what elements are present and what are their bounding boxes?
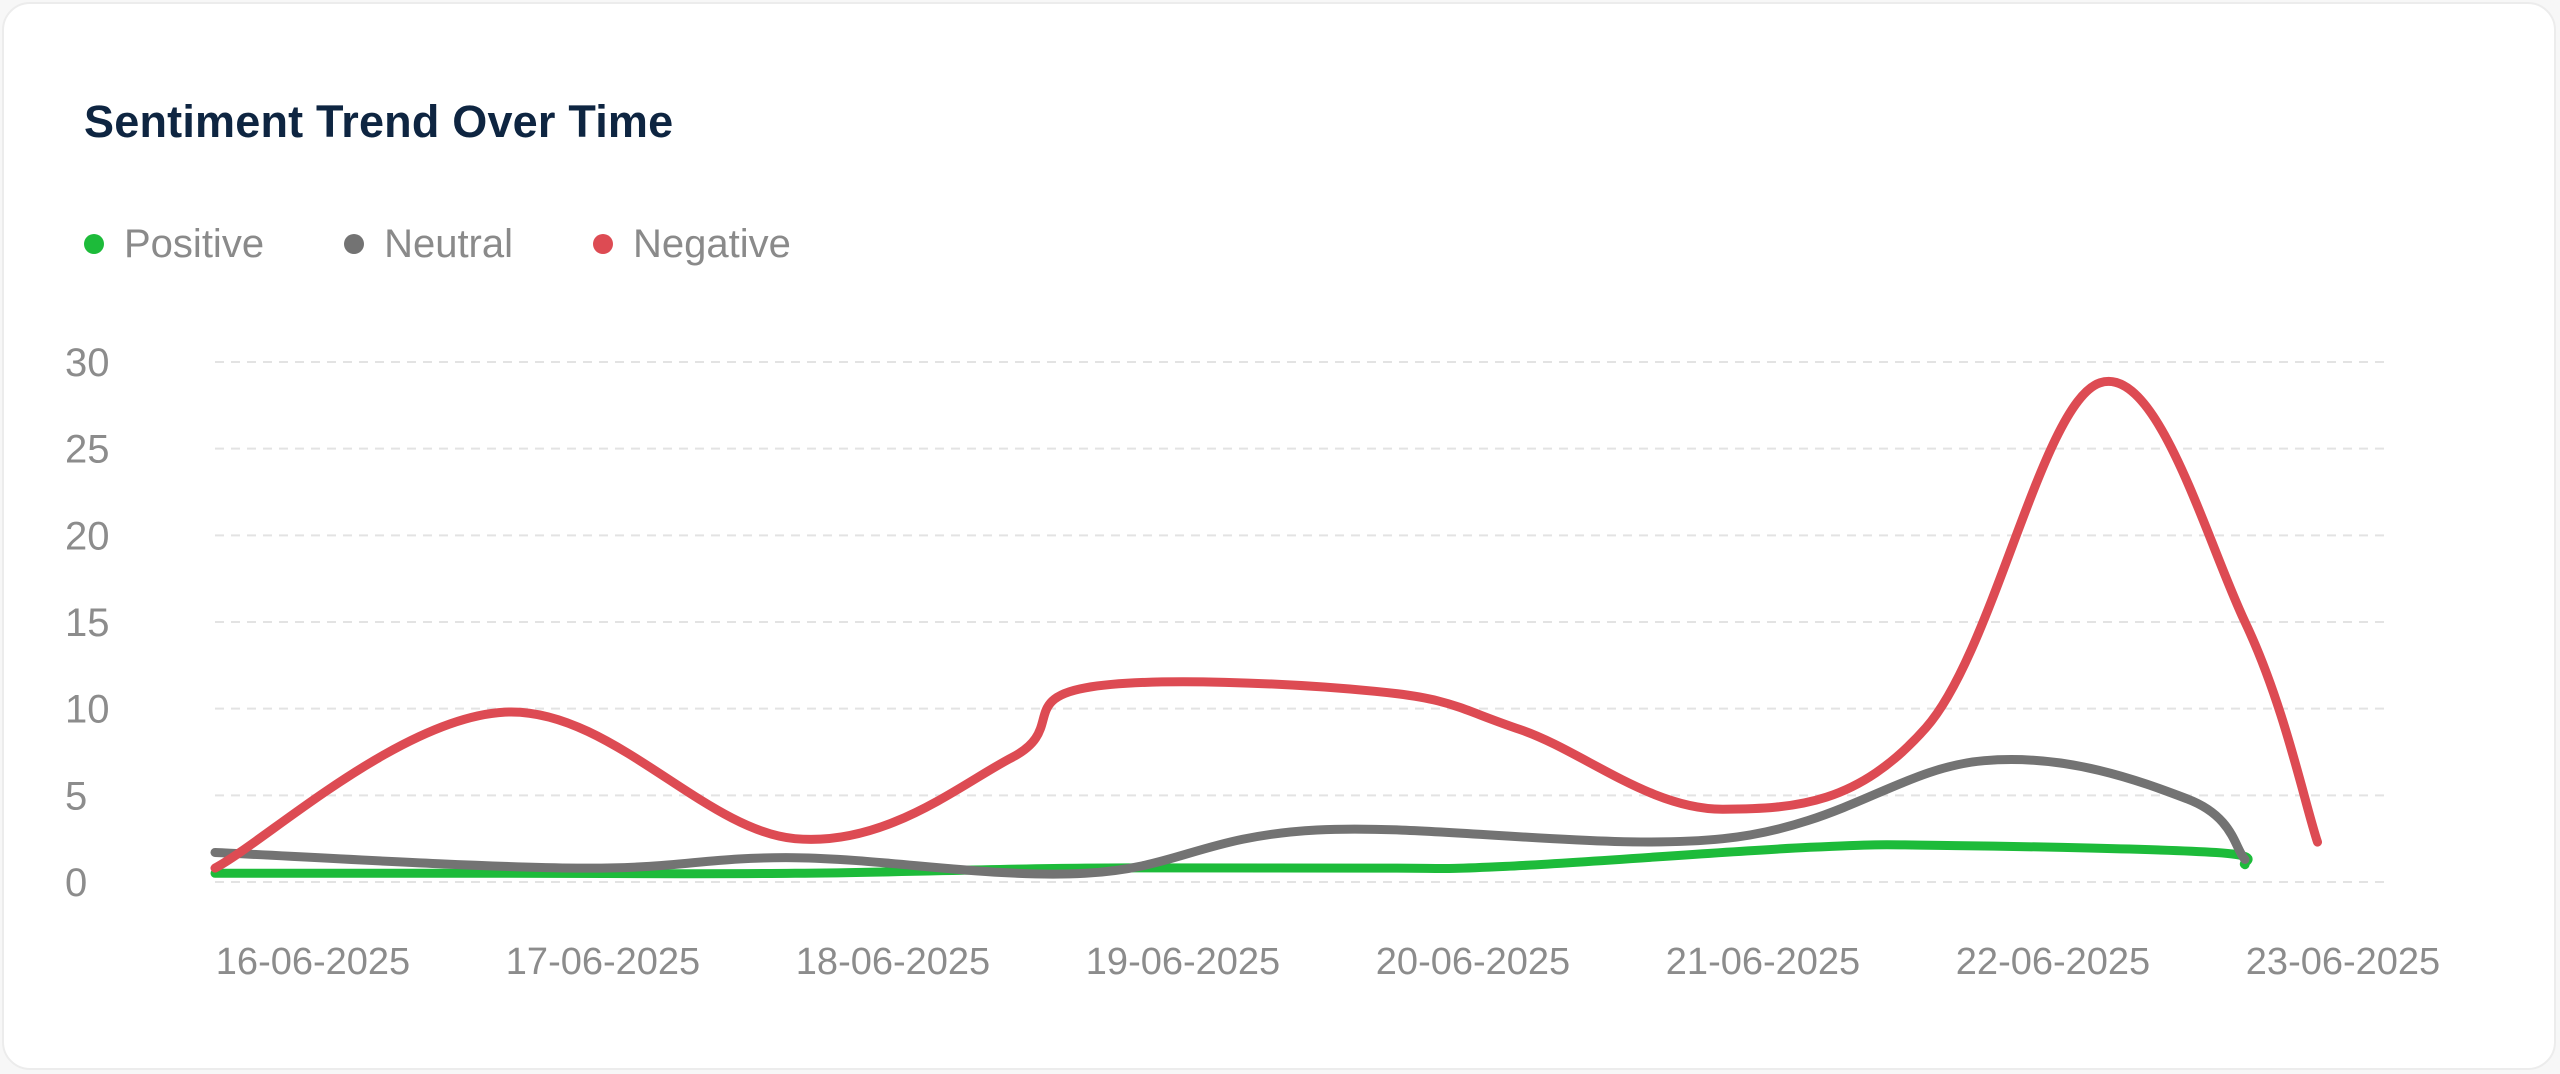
y-tick-label: 10: [65, 688, 110, 732]
grid-layer: [215, 361, 2390, 883]
x-tick-label: 21-06-2025: [1666, 941, 1860, 983]
x-tick-label: 18-06-2025: [796, 941, 990, 983]
x-tick-label: 16-06-2025: [216, 941, 410, 983]
y-tick-label: 30: [65, 341, 110, 385]
y-axis-ticks: 0 5 10 15 20 25 30: [65, 341, 110, 905]
x-tick-label: 20-06-2025: [1376, 941, 1570, 983]
y-tick-label: 20: [65, 514, 110, 558]
x-tick-label: 22-06-2025: [1956, 941, 2150, 983]
legend-dot-positive: [84, 234, 104, 254]
x-tick-label: 19-06-2025: [1086, 941, 1280, 983]
y-tick-label: 15: [65, 601, 110, 645]
legend-label-positive: Positive: [124, 221, 265, 266]
legend-dot-negative: [593, 234, 614, 254]
legend-dot-neutral: [344, 234, 365, 254]
series-layer: [210, 376, 2322, 879]
series-line-neutral[interactable]: [210, 755, 2250, 879]
x-axis-ticks: 16-06-2025 17-06-2025 18-06-2025 19-06-2025…: [216, 941, 2440, 983]
series-line-positive[interactable]: [210, 840, 2253, 879]
legend-label-negative: Negative: [633, 221, 791, 266]
legend-item-neutral[interactable]: Neutral: [344, 222, 513, 267]
y-tick-label: 0: [65, 861, 87, 905]
legend-label-neutral: Neutral: [384, 221, 514, 266]
legend-item-negative[interactable]: Negative: [593, 222, 791, 267]
y-tick-label: 5: [65, 774, 87, 818]
legend: Positive Neutral Negative: [84, 214, 871, 274]
series-line-negative[interactable]: [210, 376, 2322, 873]
x-tick-label: 17-06-2025: [506, 941, 700, 983]
x-tick-label: 23-06-2025: [2246, 941, 2440, 983]
chart-title: Sentiment Trend Over Time: [84, 96, 674, 147]
y-tick-label: 25: [65, 428, 110, 472]
legend-item-positive[interactable]: Positive: [84, 222, 264, 267]
